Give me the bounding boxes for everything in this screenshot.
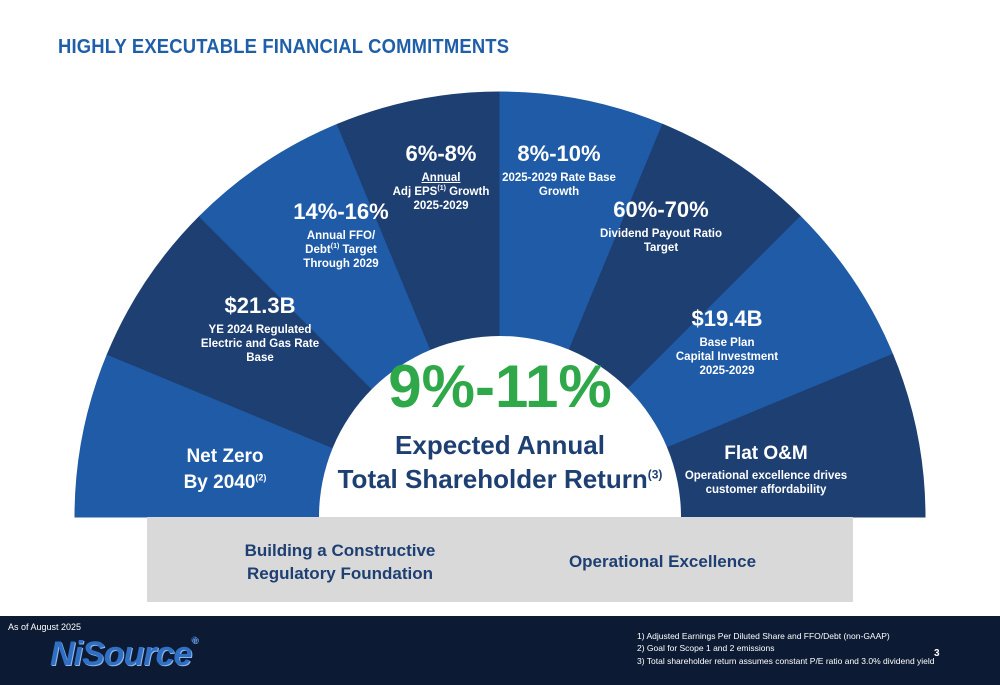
foundation-operational: Operational Excellence bbox=[568, 552, 757, 571]
segment-payout: 60%-70% Dividend Payout Ratio Target bbox=[599, 197, 723, 254]
page-title: HIGHLY EXECUTABLE FINANCIAL COMMITMENTS bbox=[58, 36, 510, 58]
segment-rate-base-growth: 8%-10% 2025-2029 Rate Base Growth bbox=[502, 141, 616, 198]
footer-bar bbox=[0, 616, 1000, 685]
segment-eps-growth: 6%-8% Annual Adj EPS(1) Growth 2025-2029 bbox=[392, 141, 490, 213]
footnote-2: 2) Goal for Scope 1 and 2 emissions bbox=[637, 643, 775, 654]
as-of-date: As of August 2025 bbox=[8, 622, 82, 632]
segment-rate-base-value: $21.3B YE 2024 Regulated Electric and Ga… bbox=[200, 293, 320, 365]
tsr-label: Expected Annual Total Shareholder Return… bbox=[337, 430, 663, 494]
page-number: 3 bbox=[934, 648, 940, 659]
segment-ffo-debt: 14%-16% Annual FFO/ Debt(1) Target Throu… bbox=[293, 199, 389, 271]
footnote-1: 1) Adjusted Earnings Per Diluted Share a… bbox=[637, 631, 890, 641]
center-half-circle bbox=[319, 336, 681, 517]
tsr-range: 9%-11% bbox=[388, 353, 612, 420]
segment-net-zero: Net Zero By 2040(2) bbox=[183, 446, 267, 493]
footnotes: 1) Adjusted Earnings Per Diluted Share a… bbox=[637, 630, 935, 667]
segment-capital: $19.4B Base Plan Capital Investment 2025… bbox=[675, 306, 779, 378]
segment-om: Flat O&M Operational excellence drives c… bbox=[684, 443, 848, 497]
company-logo: NiSource® bbox=[50, 635, 198, 673]
foundation-base bbox=[147, 517, 853, 602]
footnote-3: 3) Total shareholder return assumes cons… bbox=[637, 655, 935, 666]
foundation-regulatory: Building a Constructive Regulatory Found… bbox=[244, 541, 436, 583]
